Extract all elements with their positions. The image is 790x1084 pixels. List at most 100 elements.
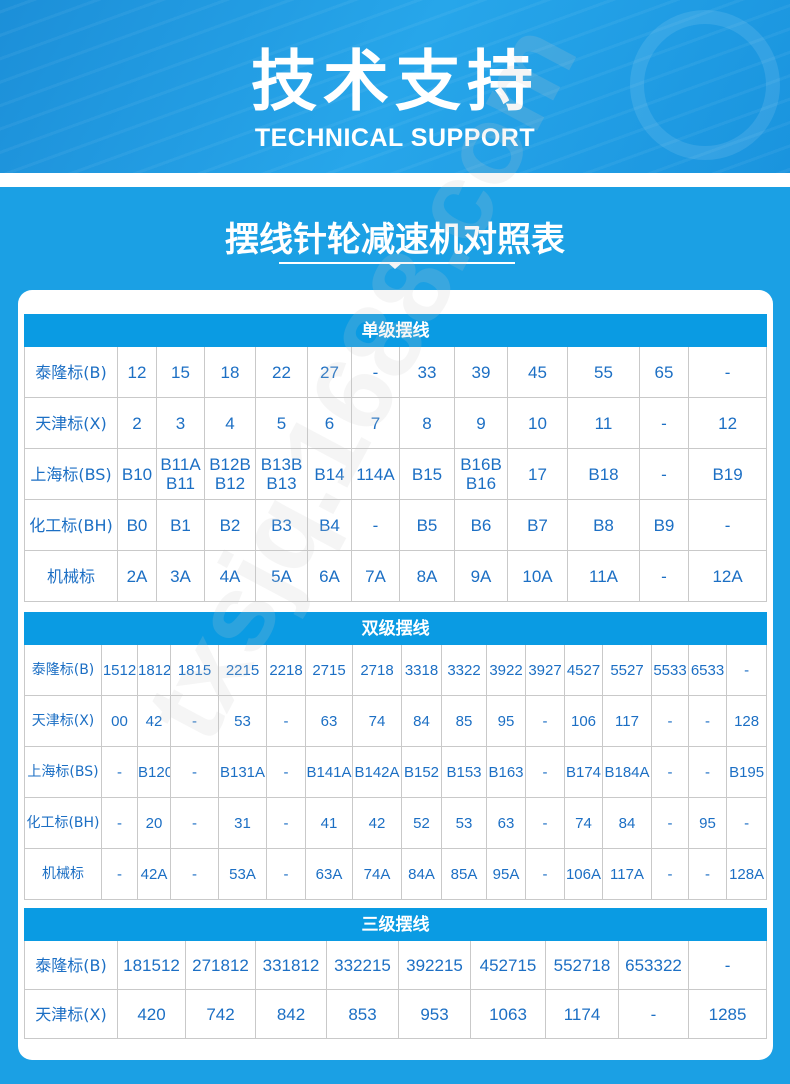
table-cell: B152 [401,746,442,798]
table-cell: 4 [204,397,256,449]
table-cell: 181512 [117,940,186,990]
table-cell: - [525,848,565,900]
table-cell: 63 [305,695,353,747]
table-cell: - [525,695,565,747]
table-cell: 6533 [688,644,727,696]
table-section-header: 三级摆线 [23,908,768,941]
table-cell: 1063 [470,989,546,1039]
table-cell: 85 [441,695,487,747]
table-cell: B8 [567,499,640,551]
row-label: 化工标(BH) [24,797,102,849]
table-cell: - [687,499,768,551]
table-cell: 95 [688,797,727,849]
table-cell: 128 [725,695,768,747]
table-cell: 95A [486,848,526,900]
table-cell: 3922 [486,644,526,696]
table-cell: - [639,550,689,602]
table-cell: 15 [156,346,205,398]
table-row: 化工标(BH) B0 B1 B2 B3 B4- B5 B6 B7 B8 B9- [24,499,768,551]
table-cell: 114A [351,448,400,500]
table-cell: 742 [185,989,256,1039]
table-cell: B120A [137,746,171,798]
table-cell: 00 [101,695,138,747]
table-cell: 452715 [470,940,546,990]
table-cell: 53 [218,695,267,747]
table-cell: - [266,746,306,798]
table-cell: 74 [352,695,402,747]
table-cell: - [170,848,219,900]
table-cell: 12 [687,397,768,449]
table-cell: 1815 [170,644,219,696]
table-row: 天津标(X) 00 42-53-63 74 84 85 95-106 117- -128 [24,695,768,747]
divider-band [0,173,790,187]
table-row: 泰隆标(B) 181512 271812 331812 332215 392215 4527… [24,940,768,990]
table-cell: 106A [564,848,603,900]
table-cell: - [639,397,689,449]
table-cell: B3 [255,499,308,551]
table-cell: 55 [567,346,640,398]
table-cell: - [351,346,400,398]
table-cell: 74A [352,848,402,900]
table-cell: 8 [399,397,455,449]
table-cell: 332215 [326,940,399,990]
table-cell: - [688,746,727,798]
table-cell: 53A [218,848,267,900]
table-cell: 3A [156,550,205,602]
table-cell: B12B B12 [204,448,256,500]
table-row: 上海标(BS)-B120A-B131A-B141AB142AB152B153B1… [24,746,768,798]
table-cell: 1285 [687,989,768,1039]
table-row: 化工标(BH) -20-31-41 42 52 53 63-74 84-95- [24,797,768,849]
table-cell: - [266,848,306,900]
table-cell: 331812 [255,940,327,990]
table-cell: 11A [567,550,640,602]
table-cell: 39 [454,346,508,398]
table-cell: - [525,797,565,849]
table-row: 泰隆标(B) 12 15 18 22 27-33 39 45 55 65- [24,346,768,398]
table-cell: B0 [117,499,157,551]
table-cell: 84 [602,797,652,849]
table-cell: 5 [255,397,308,449]
table-cell: - [101,848,138,900]
table-cell: 6 [307,397,352,449]
table-cell: 842 [255,989,327,1039]
table-cell: B19 [687,448,768,500]
table-cell: B14 [307,448,352,500]
table-cell: 2A [117,550,157,602]
table-row: 机械标 -42A -53A -63A 74A 84A 85A 95A -106A 117A - -12… [24,848,768,900]
table-cell: B16B B16 [454,448,508,500]
table-row: 机械标 2A 3A 4A 5A 6A 7A 8A 9A 10A 11A -12A [24,550,768,602]
table-cell: 3322 [441,644,487,696]
table-cell: - [688,848,727,900]
table-cell: 52 [401,797,442,849]
table-cell: 853 [326,989,399,1039]
table-cell: - [525,746,565,798]
table-cell: B11A B11 [156,448,205,500]
table-cell: 7A [351,550,400,602]
row-label: 化工标(BH) [24,499,118,551]
table-cell: 33 [399,346,455,398]
table-cell: 128A [725,848,768,900]
table-cell: B9 [639,499,689,551]
table-cell: 22 [255,346,308,398]
table-cell: - [351,499,400,551]
row-label: 机械标 [24,550,118,602]
table-cell: 106 [564,695,603,747]
table-cell: 1812 [137,644,171,696]
table-cell: - [170,797,219,849]
table-row: 上海标(BS) B10 B11A B11 B12B B12 B13B B13 B14 114… [24,448,768,500]
table-cell: - [618,989,689,1039]
table-cell: 85A [441,848,487,900]
table-cell: 7 [351,397,400,449]
table-row: 泰隆标(B) 1512 1812 1815 2215 2218 2715 2718 3318 33… [24,644,768,696]
table-cell: 5A [255,550,308,602]
table-cell: 12 [117,346,157,398]
row-label: 机械标 [24,848,102,900]
table-cell: B10 [117,448,157,500]
table-cell: 84A [401,848,442,900]
table-cell: 31 [218,797,267,849]
table-cell: B13B B13 [255,448,308,500]
table-cell: B1 [156,499,205,551]
table-cell: B15 [399,448,455,500]
table-cell: 95 [486,695,526,747]
table-cell: 271812 [185,940,256,990]
